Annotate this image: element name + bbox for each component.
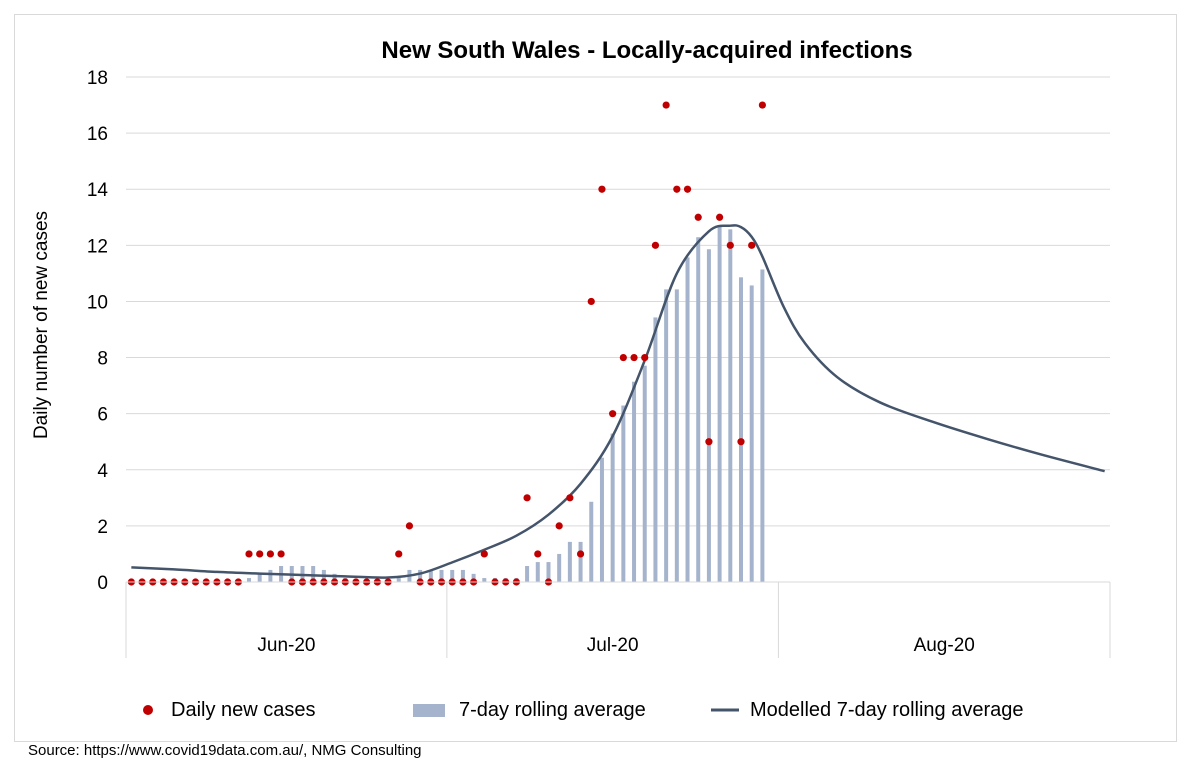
legend-marker-rolling bbox=[413, 704, 445, 717]
daily-case-point bbox=[641, 353, 649, 362]
daily-case-point bbox=[277, 550, 285, 558]
rolling-average-bar bbox=[599, 457, 604, 582]
rolling-average-bar bbox=[557, 553, 562, 582]
rolling-average-bar bbox=[632, 381, 637, 582]
legend-label-daily: Daily new cases bbox=[171, 699, 316, 721]
legend: Daily new cases 7-day rolling average Mo… bbox=[143, 699, 1024, 721]
daily-cases-points bbox=[127, 101, 766, 586]
rolling-average-bar bbox=[439, 569, 444, 582]
daily-case-point bbox=[630, 353, 638, 362]
y-tick-label: 18 bbox=[87, 68, 108, 89]
rolling-average-bar bbox=[257, 573, 262, 582]
modelled-line-group bbox=[131, 224, 1105, 579]
rolling-average-bar bbox=[642, 365, 647, 582]
rolling-average-bars bbox=[247, 225, 765, 583]
chart-frame bbox=[14, 14, 1177, 742]
grid bbox=[126, 76, 1110, 527]
y-axis-label: Daily number of new cases bbox=[31, 211, 52, 439]
rolling-average-bar bbox=[332, 573, 337, 582]
daily-case-point bbox=[566, 494, 574, 502]
rolling-average-bar bbox=[739, 277, 743, 582]
rolling-average-bar bbox=[460, 569, 465, 582]
daily-case-point bbox=[705, 438, 713, 446]
axes: 0 2 4 6 8 10 12 14 16 18 Jun-20 Jul-20 Aug-20 bbox=[87, 68, 1111, 658]
rolling-average-bar bbox=[450, 569, 455, 582]
daily-case-point bbox=[748, 241, 756, 249]
y-tick-label: 14 bbox=[87, 180, 109, 201]
daily-case-point bbox=[405, 522, 414, 530]
y-tick-label: 4 bbox=[97, 461, 108, 482]
daily-case-point bbox=[256, 550, 264, 558]
y-tick-label: 2 bbox=[97, 517, 108, 538]
daily-case-point bbox=[726, 241, 734, 249]
rolling-average-bar bbox=[311, 566, 316, 582]
chart-title: New South Wales - Locally-acquired infec… bbox=[381, 37, 912, 64]
daily-case-point bbox=[480, 550, 488, 558]
daily-case-point bbox=[598, 185, 606, 193]
daily-case-point bbox=[245, 550, 253, 558]
rolling-average-bar bbox=[482, 578, 487, 582]
daily-case-point bbox=[673, 185, 681, 193]
rolling-average-bar bbox=[247, 578, 251, 582]
rolling-average-bar bbox=[396, 578, 401, 582]
daily-case-point bbox=[694, 213, 702, 221]
daily-case-point bbox=[534, 550, 542, 558]
legend-label-modelled: Modelled 7-day rolling average bbox=[750, 699, 1024, 721]
y-tick-label: 12 bbox=[87, 236, 108, 257]
legend-label-rolling: 7-day rolling average bbox=[459, 699, 646, 721]
rolling-average-bar bbox=[664, 289, 669, 582]
rolling-average-bar bbox=[589, 501, 594, 582]
rolling-average-bar bbox=[621, 405, 626, 582]
daily-case-point bbox=[395, 550, 403, 558]
rolling-average-bar bbox=[696, 237, 701, 583]
daily-case-point bbox=[576, 550, 585, 558]
y-tick-label: 6 bbox=[97, 405, 108, 426]
y-tick-label: 10 bbox=[87, 292, 108, 313]
rolling-average-bar bbox=[760, 269, 765, 582]
y-tick-label: 0 bbox=[97, 573, 108, 594]
daily-case-point bbox=[758, 101, 766, 109]
daily-case-point bbox=[609, 410, 617, 418]
rolling-average-bar bbox=[567, 541, 572, 582]
rolling-average-bar bbox=[706, 249, 711, 582]
rolling-average-bar bbox=[674, 289, 679, 582]
rolling-average-bar bbox=[428, 569, 433, 582]
rolling-average-bar bbox=[578, 541, 583, 582]
rolling-average-bar bbox=[268, 569, 273, 582]
rolling-average-bar bbox=[717, 225, 722, 583]
modelled-rolling-average-line bbox=[131, 224, 1105, 579]
daily-case-point bbox=[716, 213, 724, 221]
rolling-average-bar bbox=[525, 566, 530, 582]
rolling-average-bar bbox=[535, 562, 540, 582]
daily-case-point bbox=[619, 353, 627, 362]
rolling-average-bar bbox=[610, 433, 615, 582]
rolling-average-bar bbox=[546, 562, 551, 582]
legend-marker-daily bbox=[143, 705, 153, 715]
daily-case-point bbox=[683, 185, 692, 193]
rolling-average-bar bbox=[471, 573, 476, 582]
daily-case-point bbox=[587, 297, 595, 306]
source-note: Source: https://www.covid19data.com.au/,… bbox=[28, 742, 422, 759]
daily-case-point bbox=[523, 494, 531, 502]
x-tick-label: Aug-20 bbox=[914, 635, 975, 656]
daily-case-point bbox=[737, 438, 745, 446]
x-tick-label: Jun-20 bbox=[257, 635, 315, 656]
daily-case-point bbox=[555, 522, 563, 530]
daily-case-point bbox=[266, 550, 274, 558]
rolling-average-bar bbox=[418, 569, 423, 582]
rolling-average-bar bbox=[749, 285, 754, 582]
daily-case-point bbox=[662, 101, 670, 109]
y-tick-label: 16 bbox=[87, 124, 108, 145]
daily-case-point bbox=[651, 241, 660, 249]
rolling-average-bar bbox=[653, 317, 658, 582]
y-tick-label: 8 bbox=[97, 349, 108, 370]
x-tick-label: Jul-20 bbox=[587, 635, 639, 656]
rolling-average-bar bbox=[728, 229, 733, 582]
rolling-average-bar bbox=[685, 257, 690, 582]
